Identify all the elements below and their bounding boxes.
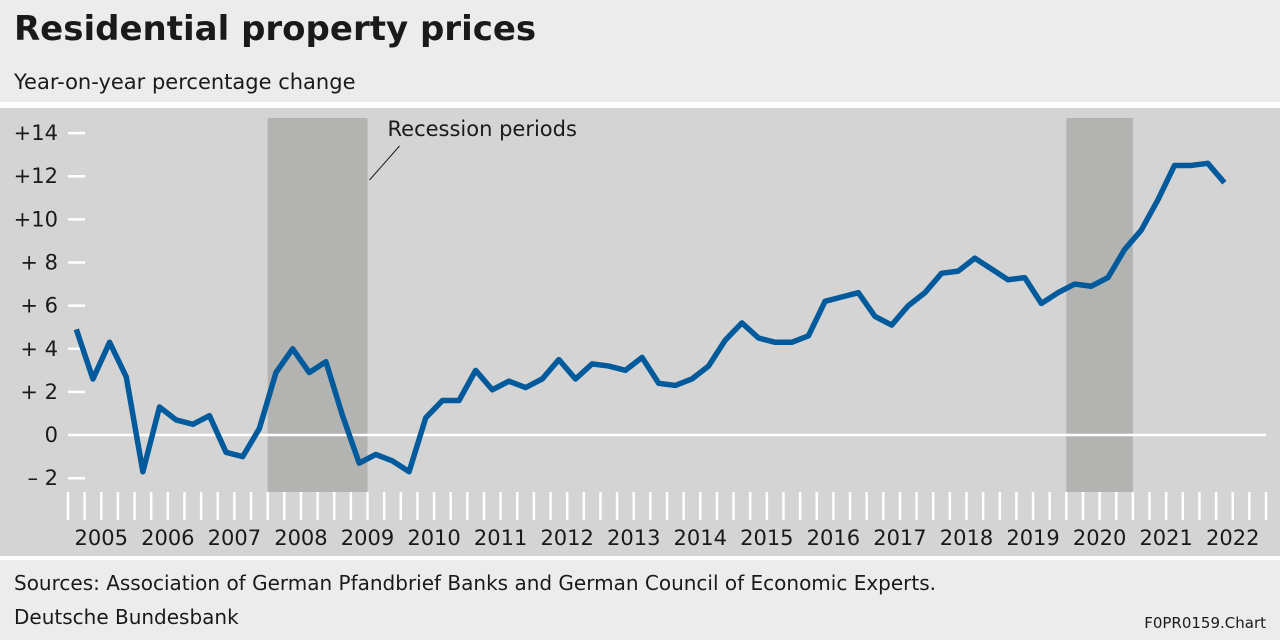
footer-bg — [0, 560, 1280, 640]
y-tick-label: + 6 — [20, 294, 58, 318]
x-tick-label: 2018 — [940, 526, 993, 550]
x-tick-label: 2013 — [607, 526, 660, 550]
header-bg — [0, 0, 1280, 102]
x-tick-label: 2009 — [341, 526, 394, 550]
y-tick-label: +12 — [14, 164, 58, 188]
y-tick-label: + 2 — [20, 380, 58, 404]
x-tick-label: 2010 — [407, 526, 460, 550]
y-tick-label: +10 — [14, 207, 58, 231]
recession-band — [267, 118, 368, 492]
publisher: Deutsche Bundesbank — [14, 605, 239, 629]
source-note: Sources: Association of German Pfandbrie… — [14, 571, 936, 595]
x-tick-label: 2012 — [540, 526, 593, 550]
recession-band — [1066, 118, 1133, 492]
x-tick-label: 2008 — [274, 526, 327, 550]
chart-title: Residential property prices — [14, 9, 536, 49]
y-tick-label: + 4 — [20, 337, 58, 361]
separator — [0, 556, 1280, 560]
y-tick-label: +14 — [14, 121, 58, 145]
plot: Recession periods +14 +12 +10 + 8 + 6 + 4 + 2 0 –… — [14, 117, 1268, 550]
x-tick-label: 2014 — [674, 526, 727, 550]
x-tick-label: 2007 — [208, 526, 261, 550]
x-tick-label: 2020 — [1073, 526, 1126, 550]
x-tick-label: 2011 — [474, 526, 527, 550]
x-tick-label: 2016 — [807, 526, 860, 550]
x-tick-label: 2021 — [1139, 526, 1192, 550]
x-tick-label: 2017 — [873, 526, 926, 550]
x-tick-label: 2019 — [1006, 526, 1059, 550]
y-tick-label: + 8 — [20, 251, 58, 275]
chart-subtitle: Year-on-year percentage change — [13, 70, 356, 94]
annotation: Recession periods — [388, 117, 577, 141]
data-line — [73, 160, 1227, 475]
separator — [0, 102, 1280, 108]
x-tick-label: 2015 — [740, 526, 793, 550]
annotation-leader — [369, 145, 400, 181]
y-tick-label: – 2 — [27, 466, 58, 490]
x-tick-label: 2005 — [75, 526, 128, 550]
x-tick-label: 2022 — [1206, 526, 1259, 550]
chart-id: F0PR0159.Chart — [1144, 614, 1266, 632]
y-tick-label: 0 — [45, 423, 58, 447]
x-tick-label: 2006 — [141, 526, 194, 550]
